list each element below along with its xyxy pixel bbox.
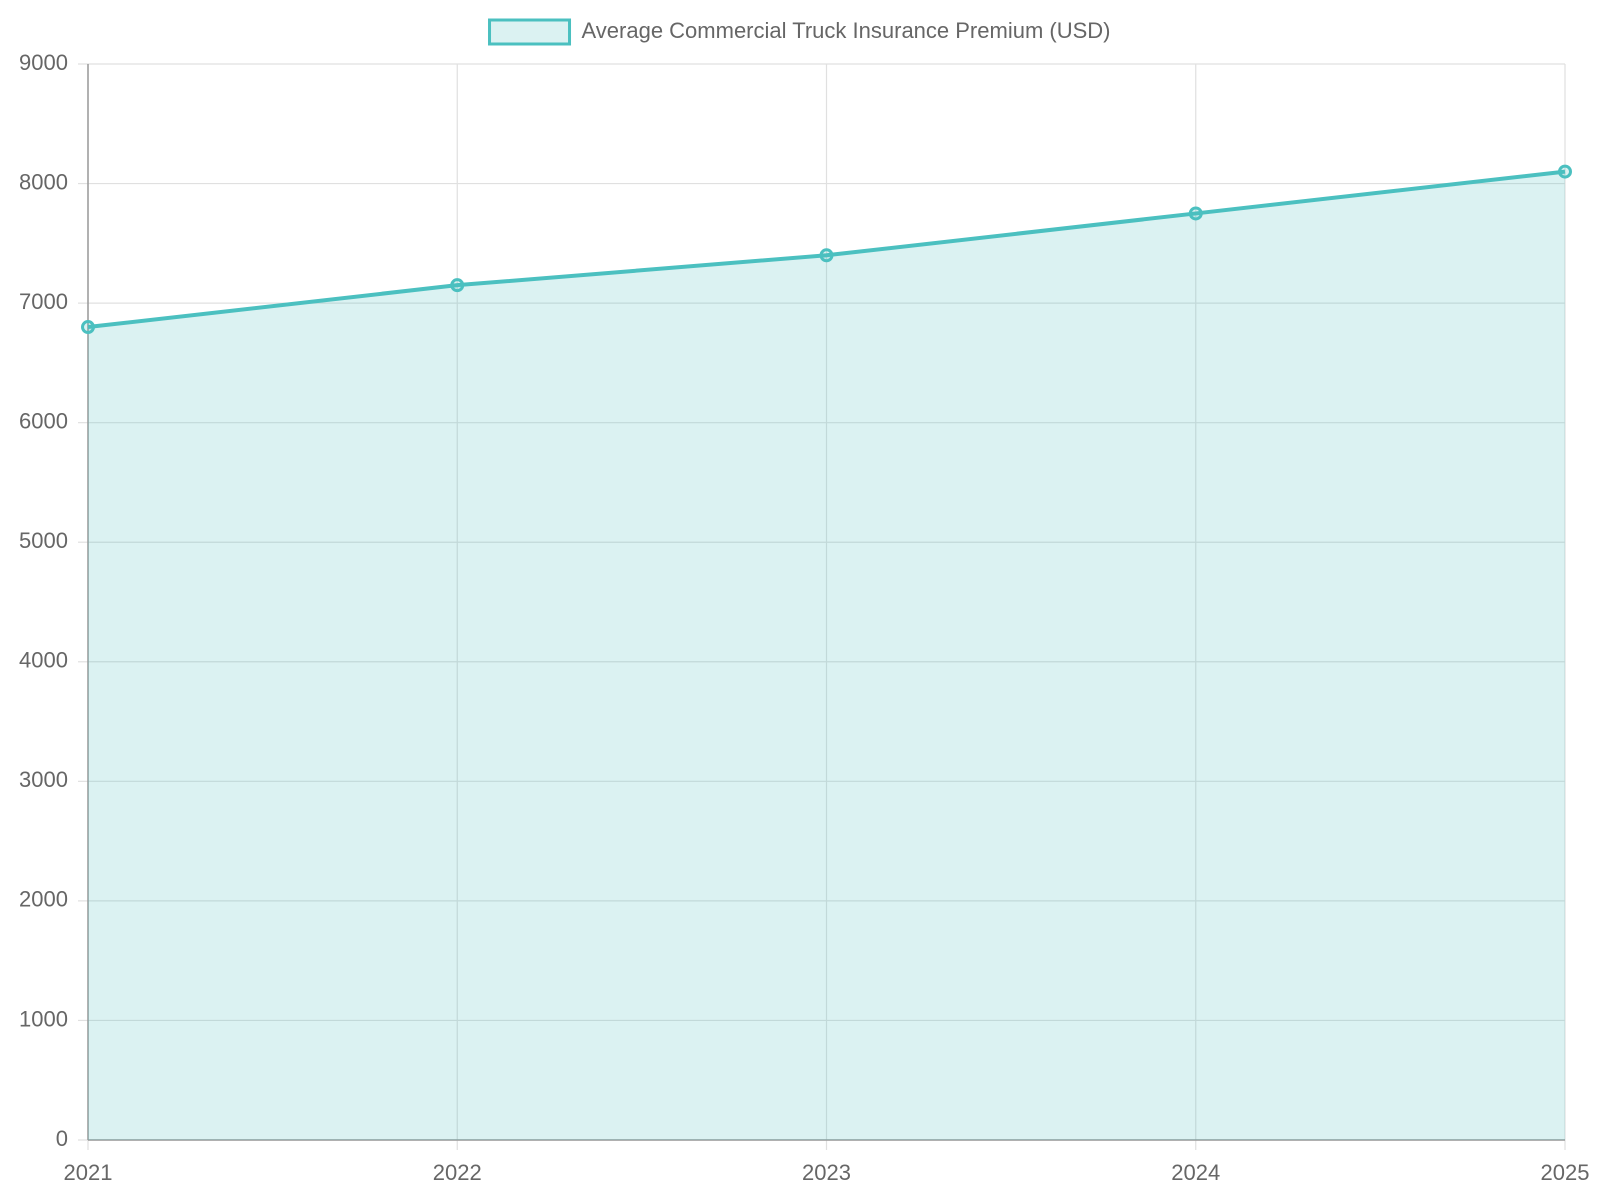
x-tick-label: 2021: [64, 1160, 113, 1185]
y-tick-label: 6000: [19, 408, 68, 433]
y-tick-label: 7000: [19, 289, 68, 314]
legend-swatch: [488, 18, 572, 46]
point: [1558, 164, 1572, 179]
y-tick-label: 9000: [19, 50, 68, 75]
y-tick-label: 5000: [19, 528, 68, 553]
legend-item: Average Commercial Truck Insurance Premi…: [488, 18, 1111, 46]
y-tick-label: 1000: [19, 1006, 68, 1031]
y-tick-label: 3000: [19, 767, 68, 792]
area: [88, 171, 1565, 1141]
y-tick-label: 4000: [19, 648, 68, 673]
x-tick-label: 2024: [1171, 1160, 1220, 1185]
point: [1188, 206, 1203, 221]
y-tick-label: 8000: [19, 169, 68, 194]
x-tick-label: 2023: [802, 1160, 851, 1185]
y-tick-label: 0: [56, 1126, 68, 1151]
x-tick-label: 2025: [1541, 1160, 1590, 1185]
x-tick-label: 2022: [433, 1160, 482, 1185]
legend-label: Average Commercial Truck Insurance Premi…: [582, 18, 1111, 43]
line: [87, 169, 1566, 330]
y-tick-label: 2000: [19, 887, 68, 912]
point: [819, 248, 834, 263]
point: [81, 320, 95, 335]
point: [450, 278, 465, 293]
